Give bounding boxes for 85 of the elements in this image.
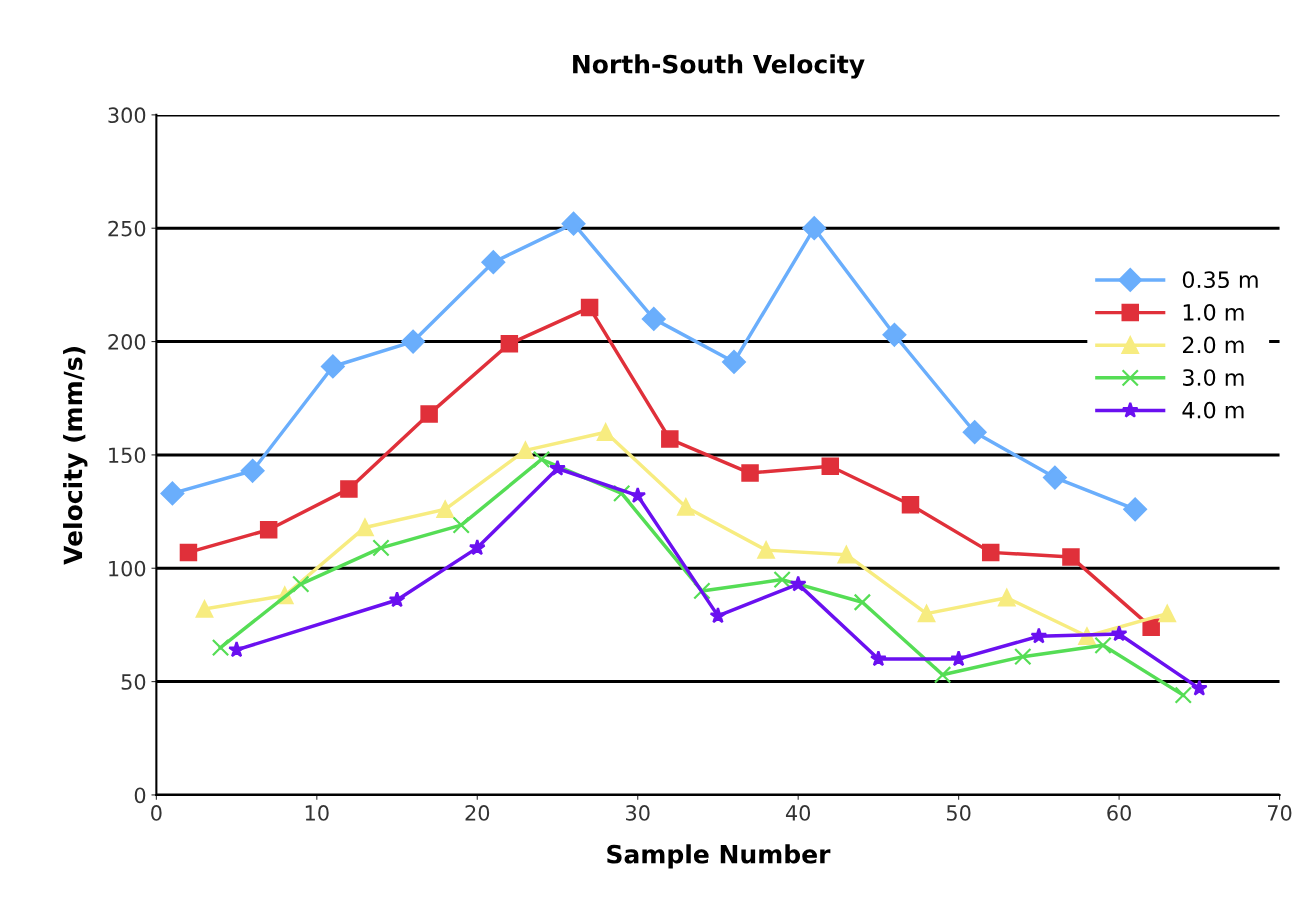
point [195, 600, 214, 618]
point [1142, 618, 1160, 636]
point [388, 591, 406, 608]
y-axis-title: Velocity (mm/s) [63, 347, 88, 565]
point [561, 211, 586, 236]
point [853, 593, 872, 611]
point [436, 500, 454, 519]
y-tick-label: 250 [108, 220, 146, 237]
x-tick-label: 70 [1268, 805, 1292, 821]
point [259, 520, 278, 539]
point [211, 638, 230, 657]
point [998, 588, 1016, 607]
point [1174, 686, 1193, 704]
point [837, 545, 856, 564]
point [1110, 625, 1128, 642]
point [596, 423, 615, 441]
point [452, 516, 470, 534]
y-tick-label: 300 [108, 107, 146, 124]
point [612, 484, 631, 503]
chart-title: North-South Velocity [573, 54, 865, 79]
point [661, 430, 679, 448]
point [1030, 627, 1048, 644]
point [950, 650, 968, 667]
point [401, 329, 425, 354]
point [320, 354, 345, 379]
point [372, 539, 390, 557]
point [1123, 497, 1148, 522]
legend-label: 0.35 m [1182, 271, 1258, 289]
y-tick-label: 150 [109, 447, 146, 464]
point [629, 486, 647, 503]
point [240, 458, 265, 483]
point [709, 607, 727, 624]
point [179, 543, 198, 562]
x-tick-label: 60 [1107, 805, 1131, 821]
point [882, 322, 907, 347]
x-tick-label: 20 [465, 805, 490, 821]
y-tick-label: 50 [121, 674, 146, 690]
point [641, 306, 666, 331]
point [870, 650, 887, 667]
point [933, 666, 952, 684]
x-tick-label: 0 [151, 805, 162, 821]
x-tick-label: 50 [946, 805, 971, 821]
point [228, 641, 245, 658]
point [789, 575, 807, 592]
point [516, 441, 535, 460]
point [532, 450, 551, 469]
y-tick-label: 200 [108, 334, 146, 350]
point [580, 298, 599, 317]
point [981, 543, 1000, 562]
point [677, 498, 695, 516]
point [292, 575, 310, 593]
point [1094, 636, 1112, 655]
point [500, 335, 519, 353]
x-axis-title: Sample Number [607, 844, 831, 869]
point [468, 539, 486, 556]
legend-label: 2.0 m [1182, 336, 1244, 354]
point [420, 405, 438, 423]
point [901, 496, 920, 514]
point [802, 216, 827, 241]
point [917, 604, 936, 623]
y-tick-label: 100 [109, 560, 146, 577]
x-tick-label: 40 [785, 805, 811, 821]
point [773, 570, 791, 589]
point [356, 518, 374, 537]
x-tick-label: 30 [626, 805, 650, 821]
legend-label: 4.0 m [1182, 401, 1244, 419]
legend-label: 1.0 m [1183, 303, 1244, 321]
legend-label: 3.0 m [1183, 369, 1244, 386]
point [160, 481, 185, 506]
point [821, 457, 840, 475]
point [757, 541, 775, 559]
point [340, 480, 358, 498]
point [1158, 604, 1176, 623]
point [1190, 679, 1208, 696]
point [741, 464, 759, 482]
x-tick-label: 10 [305, 805, 329, 821]
point [693, 582, 711, 600]
point [549, 459, 566, 476]
point [1014, 647, 1032, 666]
point [1043, 465, 1067, 490]
point [481, 250, 506, 275]
point [962, 420, 987, 445]
y-tick-label: 0 [134, 787, 146, 804]
point [1062, 548, 1080, 566]
point [722, 350, 746, 374]
